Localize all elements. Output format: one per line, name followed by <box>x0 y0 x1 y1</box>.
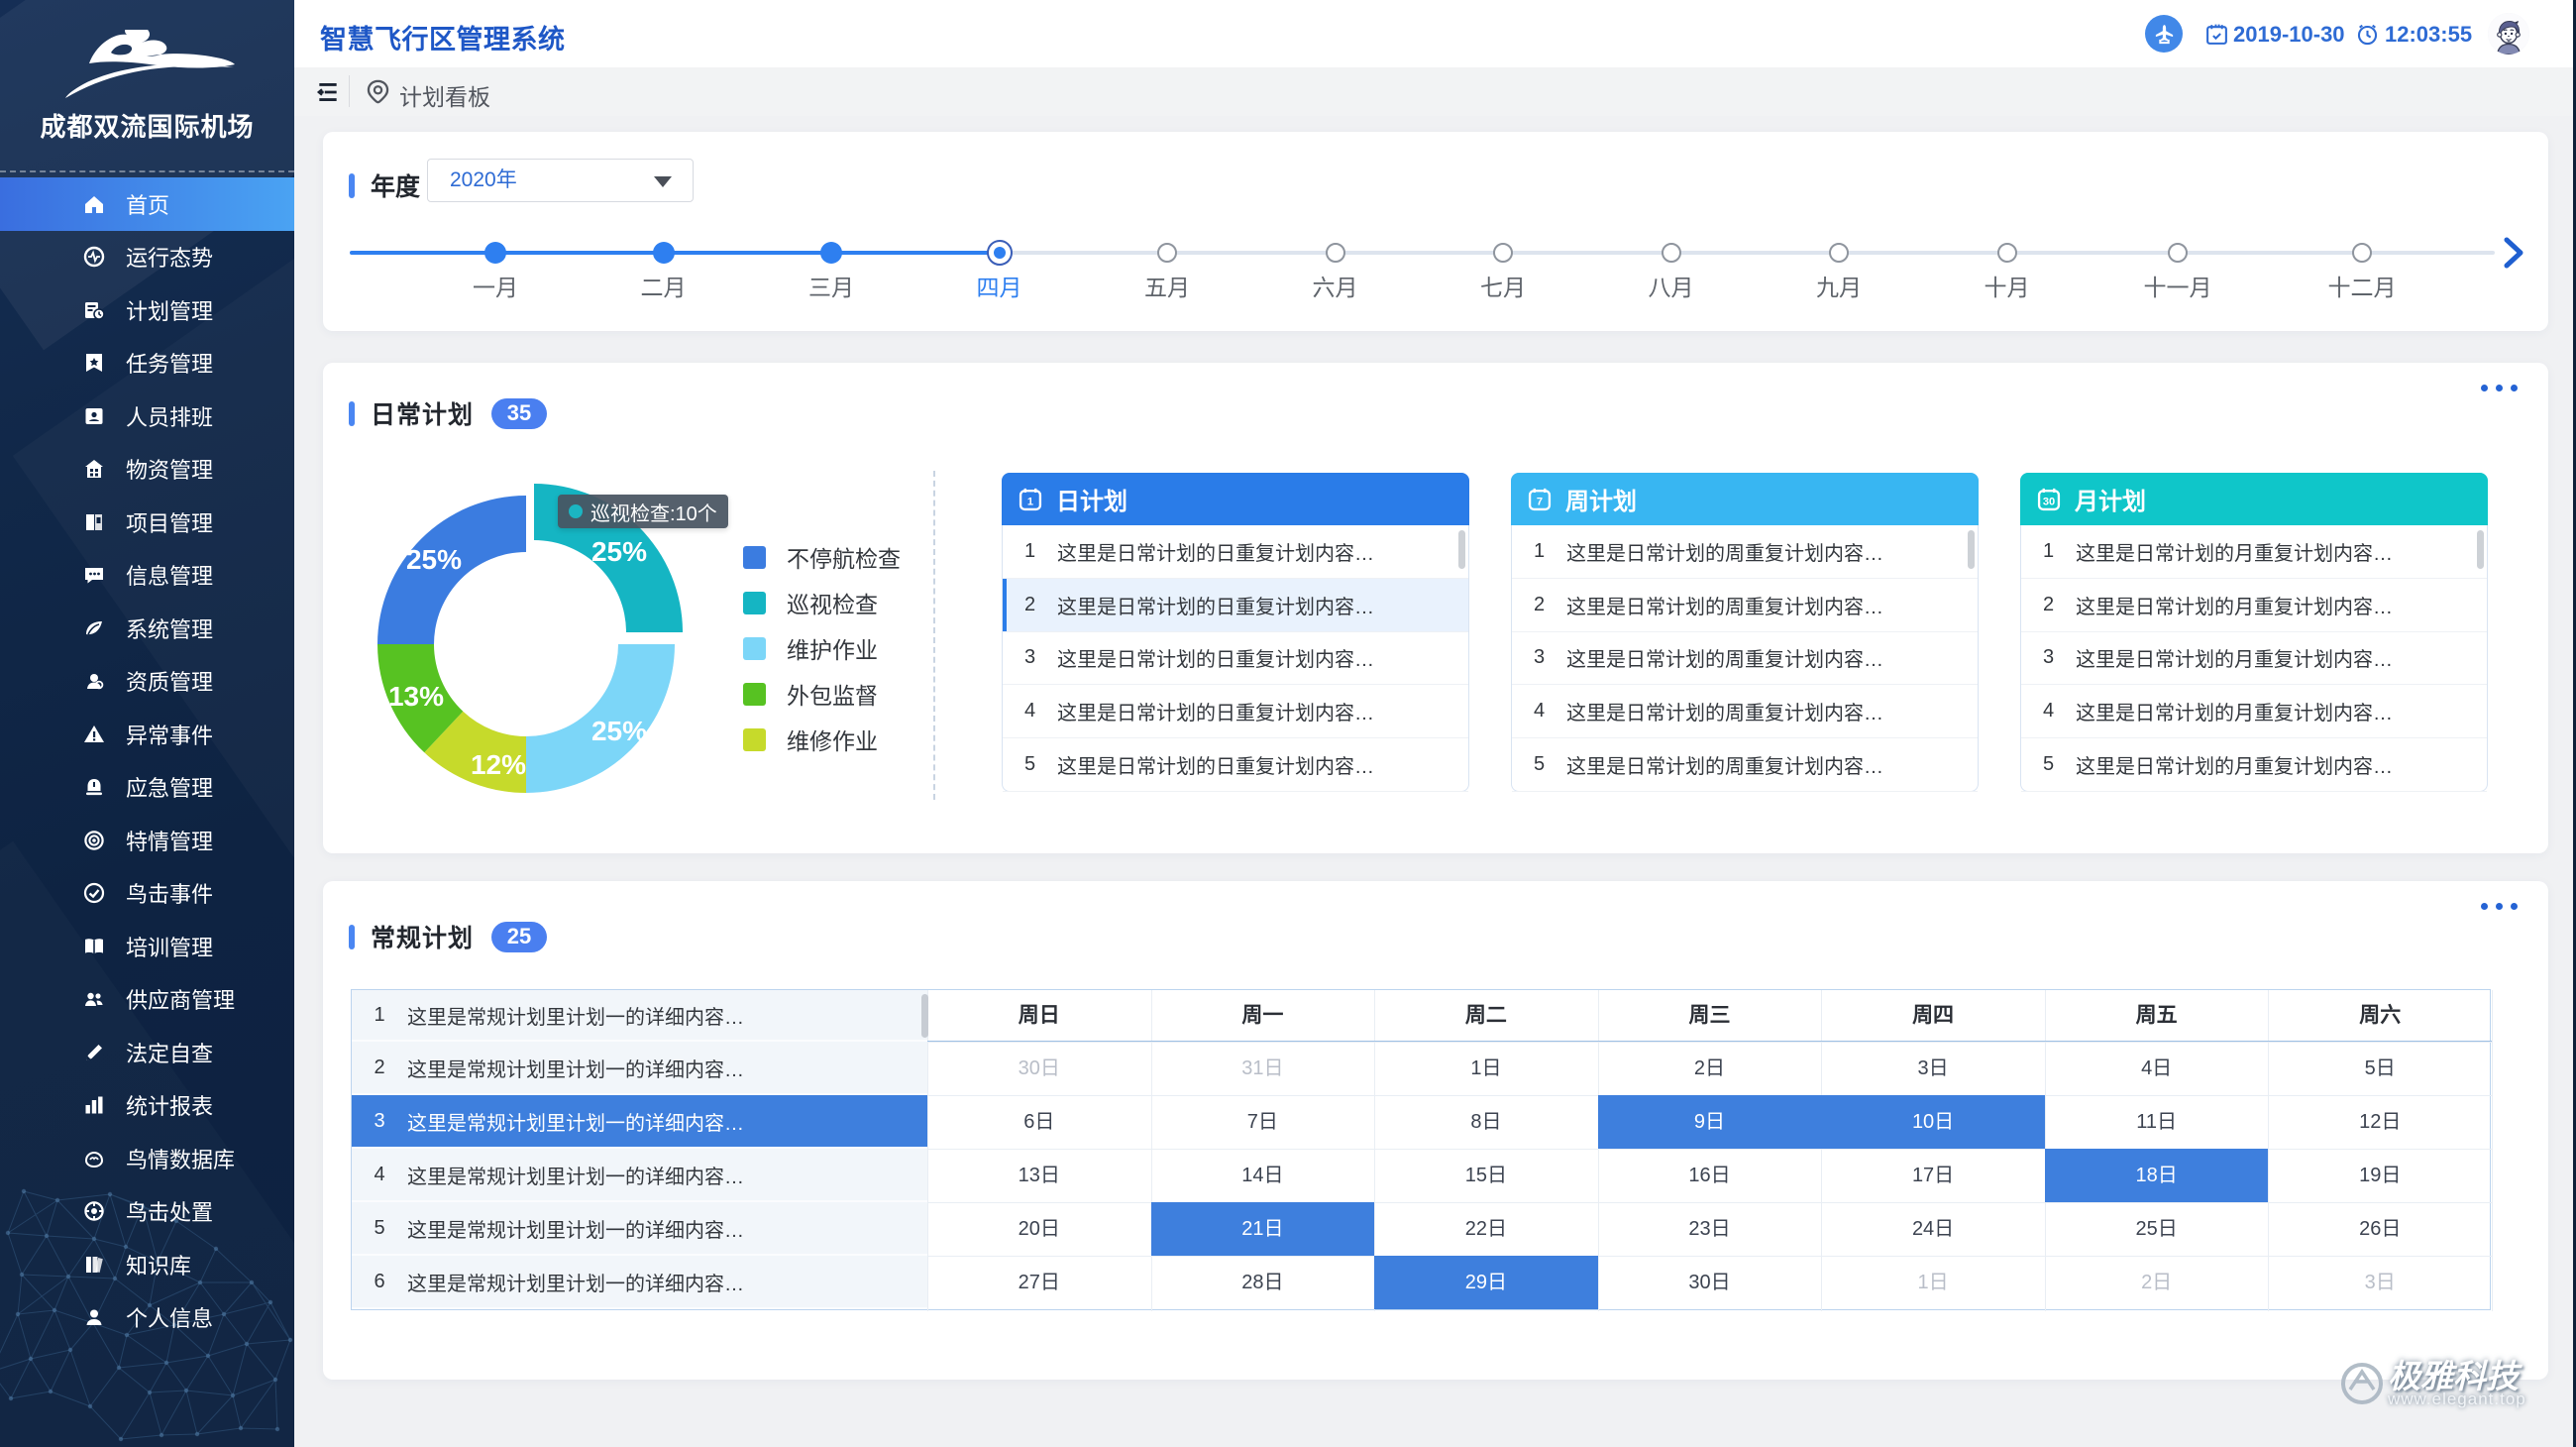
svg-text:30: 30 <box>2043 496 2055 507</box>
svg-text:1: 1 <box>1027 496 1033 507</box>
svg-text:7: 7 <box>1537 496 1543 507</box>
